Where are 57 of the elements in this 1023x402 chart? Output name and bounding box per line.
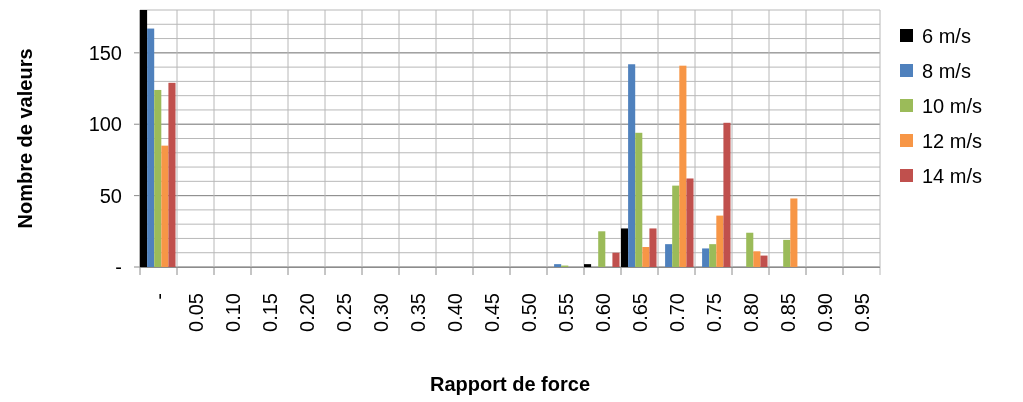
x-tick-label: 0.30 bbox=[369, 293, 392, 332]
y-tick-label: - bbox=[115, 256, 122, 278]
bar bbox=[679, 65, 687, 267]
legend-label: 10 m/s bbox=[922, 95, 983, 117]
bar bbox=[783, 239, 791, 267]
bar bbox=[686, 178, 694, 267]
bar bbox=[628, 64, 636, 267]
bar bbox=[672, 185, 680, 267]
bar bbox=[154, 89, 162, 267]
x-axis-title: Rapport de force bbox=[429, 373, 591, 395]
y-tick-label: 50 bbox=[99, 184, 122, 207]
x-tick-label: 0.95 bbox=[850, 293, 873, 332]
y-axis-title: Nombre de valeurs bbox=[14, 48, 36, 229]
bar bbox=[147, 28, 155, 267]
x-tick-label: 0.85 bbox=[776, 293, 799, 332]
bar bbox=[598, 231, 606, 267]
x-tick-label: 0.70 bbox=[665, 293, 688, 332]
bar bbox=[168, 82, 176, 267]
bar bbox=[635, 132, 643, 267]
bar bbox=[642, 247, 650, 267]
bar bbox=[716, 215, 724, 267]
bar bbox=[554, 264, 562, 267]
x-tick-label: 0.50 bbox=[517, 293, 540, 332]
legend-label: 12 m/s bbox=[922, 130, 983, 152]
bar bbox=[753, 251, 761, 267]
x-tick-label: 0.60 bbox=[591, 293, 614, 332]
x-tick-label: 0.40 bbox=[443, 293, 466, 332]
y-tick-label: 100 bbox=[88, 113, 122, 136]
bar bbox=[790, 198, 798, 267]
bar bbox=[723, 122, 731, 267]
x-tick-label: 0.10 bbox=[221, 293, 244, 332]
x-tick-label: 0.15 bbox=[258, 293, 281, 332]
bar bbox=[665, 244, 673, 267]
bar bbox=[649, 228, 657, 267]
x-tick-label: 0.35 bbox=[406, 293, 429, 332]
bar bbox=[621, 228, 629, 267]
bar bbox=[612, 252, 620, 267]
legend-label: 14 m/s bbox=[922, 165, 983, 187]
x-tick-label: 0.05 bbox=[184, 293, 207, 332]
x-tick-label: 0.90 bbox=[813, 293, 836, 332]
x-tick-label: 0.80 bbox=[739, 293, 762, 332]
legend-label: 8 m/s bbox=[922, 60, 971, 82]
legend-label: 6 m/s bbox=[922, 25, 971, 47]
x-tick-label: - bbox=[147, 293, 170, 300]
x-tick-label: 0.65 bbox=[628, 293, 651, 332]
x-tick-label: 0.45 bbox=[480, 293, 503, 332]
x-tick-label: 0.75 bbox=[702, 293, 725, 332]
bar bbox=[746, 232, 754, 267]
x-tick-label: 0.20 bbox=[295, 293, 318, 332]
y-tick-label: 150 bbox=[88, 41, 122, 64]
x-tick-label: 0.55 bbox=[554, 293, 577, 332]
bar bbox=[709, 244, 717, 267]
x-tick-label: 0.25 bbox=[332, 293, 355, 332]
bar bbox=[584, 264, 592, 267]
bar bbox=[702, 248, 710, 267]
bar bbox=[161, 145, 169, 267]
bar bbox=[760, 255, 768, 267]
